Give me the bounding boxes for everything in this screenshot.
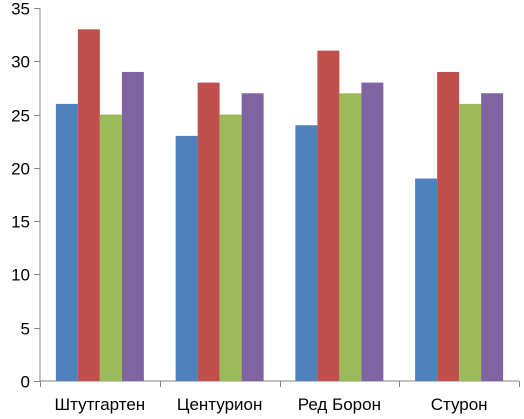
y-tick-label: 0 [21, 373, 30, 392]
bar [99, 114, 122, 382]
x-category-label: Стурон [431, 395, 488, 414]
bar [55, 103, 78, 382]
bar [437, 71, 460, 381]
bar [295, 125, 318, 381]
bar [175, 135, 198, 381]
bar [121, 71, 144, 381]
bar [481, 93, 504, 381]
bar [241, 93, 264, 381]
bar [339, 93, 362, 381]
y-tick-label: 25 [11, 107, 30, 126]
bar [77, 29, 100, 382]
x-category-label: Штутгартен [55, 395, 146, 414]
bar [219, 114, 242, 382]
y-tick-label: 20 [11, 160, 30, 179]
y-tick-label: 15 [11, 213, 30, 232]
bar [415, 178, 438, 381]
y-tick-label: 30 [11, 53, 30, 72]
y-tick-label: 35 [11, 0, 30, 19]
bar [197, 82, 220, 381]
x-axis-labels: Штутгартен Центурион Ред Борон Стурон [55, 395, 488, 414]
chart-bars [55, 29, 504, 382]
bar [317, 50, 340, 381]
y-tick-label: 10 [11, 266, 30, 285]
bar [459, 103, 482, 382]
x-category-label: Центурион [177, 395, 263, 414]
y-axis-ticks: 0 5 10 15 20 25 30 35 [11, 0, 40, 392]
bar [361, 82, 384, 381]
y-tick-label: 5 [21, 320, 30, 339]
x-category-label: Ред Борон [298, 395, 381, 414]
